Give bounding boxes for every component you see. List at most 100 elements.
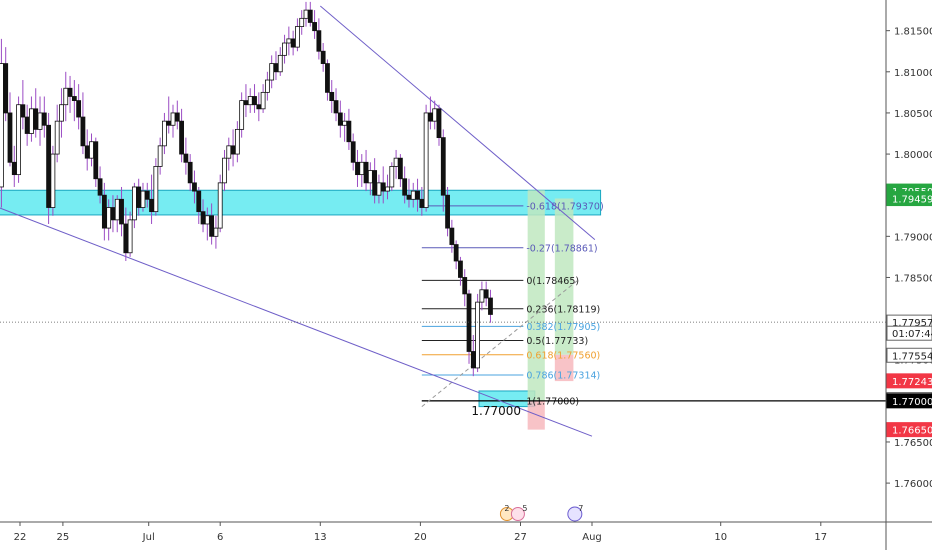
candle-body <box>131 186 137 221</box>
price-badge-label: 1.77957 <box>892 318 932 329</box>
candle-body <box>445 194 450 229</box>
candle-body <box>196 190 202 213</box>
candle-body <box>46 124 51 208</box>
candle <box>483 281 489 307</box>
candle-body <box>41 112 47 126</box>
candle <box>127 211 133 257</box>
candle-body <box>204 215 210 225</box>
candle-body <box>367 170 373 184</box>
price-axis-background[interactable] <box>886 0 932 550</box>
price-tick-label: 1.81000 <box>894 68 932 79</box>
candle-body <box>16 104 21 176</box>
candle-body <box>119 198 124 225</box>
candle-body <box>376 182 382 196</box>
candle-body <box>380 182 386 192</box>
price-badge <box>886 325 932 341</box>
candles-layer <box>0 1 493 377</box>
candle-body <box>359 161 365 176</box>
candle-body <box>89 141 94 159</box>
candle <box>187 154 193 192</box>
price-badges-layer: 1.795501.794591.7795701:07:441.775541.77… <box>886 183 932 438</box>
candle <box>445 186 450 237</box>
candle <box>234 121 240 163</box>
candle-body <box>303 9 309 19</box>
price-badge-label: 01:07:44 <box>892 329 932 340</box>
candle-body <box>385 186 390 192</box>
candle <box>153 158 159 216</box>
candle-body <box>84 145 90 159</box>
candle-body <box>230 145 236 155</box>
candle <box>453 240 459 270</box>
candle-body <box>333 100 339 114</box>
candle-body <box>466 293 472 352</box>
price-tick-label: 1.76500 <box>894 438 932 449</box>
candle-body <box>213 227 219 237</box>
candle-body <box>260 91 266 110</box>
price-badge-label: 1.77000 <box>892 397 932 408</box>
time-axis-background[interactable] <box>0 522 886 550</box>
event-bubble <box>567 506 583 522</box>
price-tick-label: 1.81500 <box>894 27 932 38</box>
candle-body <box>179 120 184 155</box>
candle <box>402 166 408 204</box>
candle-body <box>63 87 69 106</box>
candle <box>436 104 442 146</box>
fibonacci-layer[interactable]: -0.618(1.79370) -0.27(1.78861) 0(1.78465) 0… <box>421 201 886 407</box>
candle <box>59 88 64 138</box>
fib-level-label: 1(1.77000) <box>526 396 579 407</box>
candle-body <box>295 26 300 48</box>
time-tick-label: 10 <box>714 532 727 543</box>
candle <box>7 92 13 167</box>
candle-body <box>458 260 463 278</box>
candle-body <box>110 207 116 221</box>
candle <box>466 289 472 364</box>
time-tick-label: 6 <box>217 532 223 543</box>
candle <box>3 47 9 122</box>
candle <box>449 219 455 253</box>
candle <box>282 34 287 64</box>
candle-body <box>183 153 189 163</box>
candle-body <box>252 96 257 106</box>
candle-body <box>363 161 369 184</box>
candle-body <box>243 100 249 106</box>
candle-body <box>428 112 433 122</box>
fib-level-label: 0(1.78465) <box>526 276 579 287</box>
time-tick-label: 20 <box>414 532 427 543</box>
candle <box>196 186 202 224</box>
candle <box>67 75 73 113</box>
candle <box>299 10 305 35</box>
candle-body <box>355 161 360 176</box>
price-badge-label: 1.77554 <box>892 351 932 362</box>
candle <box>264 71 270 101</box>
candle <box>239 92 245 138</box>
trendlines-layer[interactable]: 1.77000 <box>0 5 596 437</box>
candle <box>277 47 283 76</box>
candle-body <box>200 211 206 225</box>
candle <box>260 84 266 113</box>
candle-body <box>71 96 77 101</box>
upper-trendline[interactable] <box>319 5 596 240</box>
candle <box>307 1 313 27</box>
candle <box>325 59 330 101</box>
candle <box>54 104 60 163</box>
event-count-b: 5 <box>522 504 527 513</box>
candle <box>329 80 335 113</box>
candle <box>80 92 86 155</box>
candle-body <box>346 120 352 143</box>
long-position-1-profit-zone <box>527 190 545 401</box>
lower-trendline[interactable] <box>0 207 593 437</box>
dividend-events-icon[interactable]: 7 <box>567 504 584 522</box>
event-count-a: 7 <box>578 504 583 513</box>
candle <box>312 10 317 39</box>
price-badge <box>886 373 932 389</box>
candle-body <box>187 161 193 184</box>
candle-body <box>350 141 356 163</box>
candle <box>209 203 215 245</box>
candle <box>217 174 223 233</box>
candle-body <box>449 227 455 245</box>
